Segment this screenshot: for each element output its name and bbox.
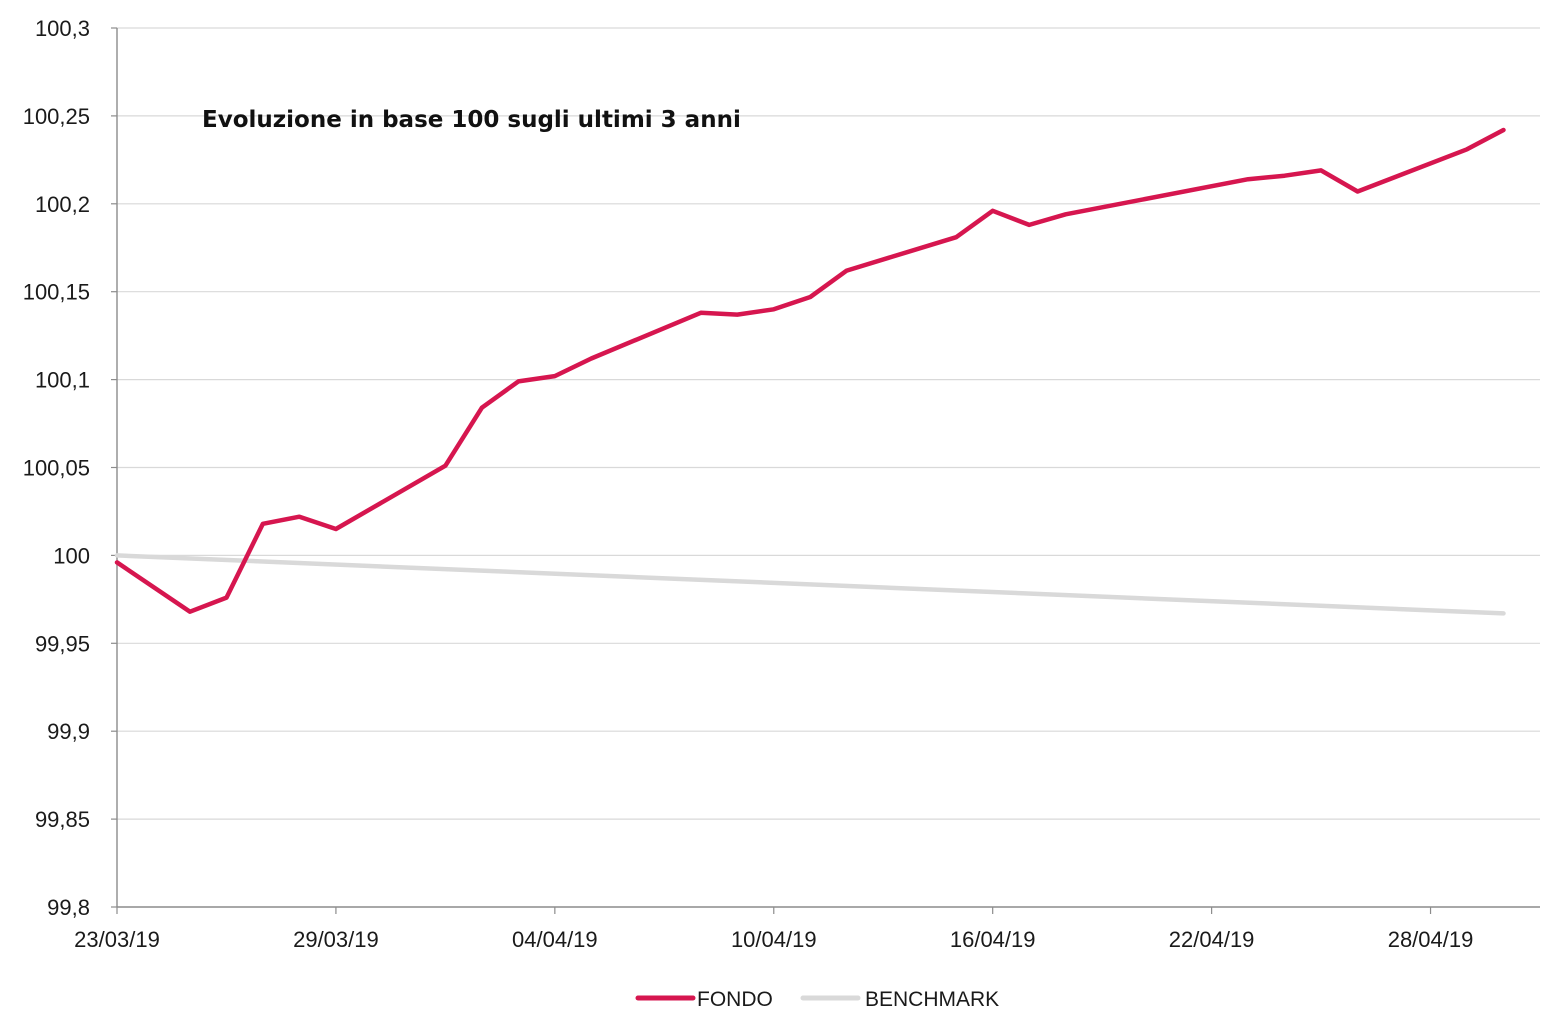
y-tick-label: 99,85	[35, 807, 90, 832]
axes: 99,8 99,85 99,9 99,95 100 100,05 100,1 100,15 10…	[23, 16, 1540, 952]
y-tick-label: 100,15	[23, 280, 90, 305]
y-tick-label: 99,8	[47, 895, 90, 920]
y-tick-label: 99,95	[35, 631, 90, 656]
series-lines	[114, 127, 1506, 616]
legend-label-benchmark: BENCHMARK	[865, 988, 999, 1010]
x-tick-label: 29/03/19	[293, 927, 379, 952]
x-tick-label: 16/04/19	[950, 927, 1036, 952]
x-tick-label: 28/04/19	[1388, 927, 1474, 952]
x-tick-label: 22/04/19	[1169, 927, 1255, 952]
x-tick-label: 23/03/19	[74, 927, 160, 952]
legend: FONDO BENCHMARK	[635, 988, 999, 1010]
y-tick-label: 100,3	[35, 16, 90, 41]
series-line-benchmark	[114, 553, 1506, 616]
x-tick-label: 10/04/19	[731, 927, 817, 952]
y-tick-label: 100,2	[35, 192, 90, 217]
gridlines	[117, 27, 1540, 820]
y-tick-label: 100,1	[35, 368, 90, 393]
x-tick-label: 04/04/19	[512, 927, 598, 952]
chart-title: Evoluzione in base 100 sugli ultimi 3 an…	[202, 107, 741, 133]
y-tick-label: 100	[53, 543, 90, 568]
y-tick-label: 100,25	[23, 104, 90, 129]
y-tick-label: 100,05	[23, 456, 90, 481]
y-tick-label: 99,9	[47, 719, 90, 744]
legend-label-fondo: FONDO	[697, 988, 773, 1010]
series-line-fondo	[114, 127, 1506, 614]
